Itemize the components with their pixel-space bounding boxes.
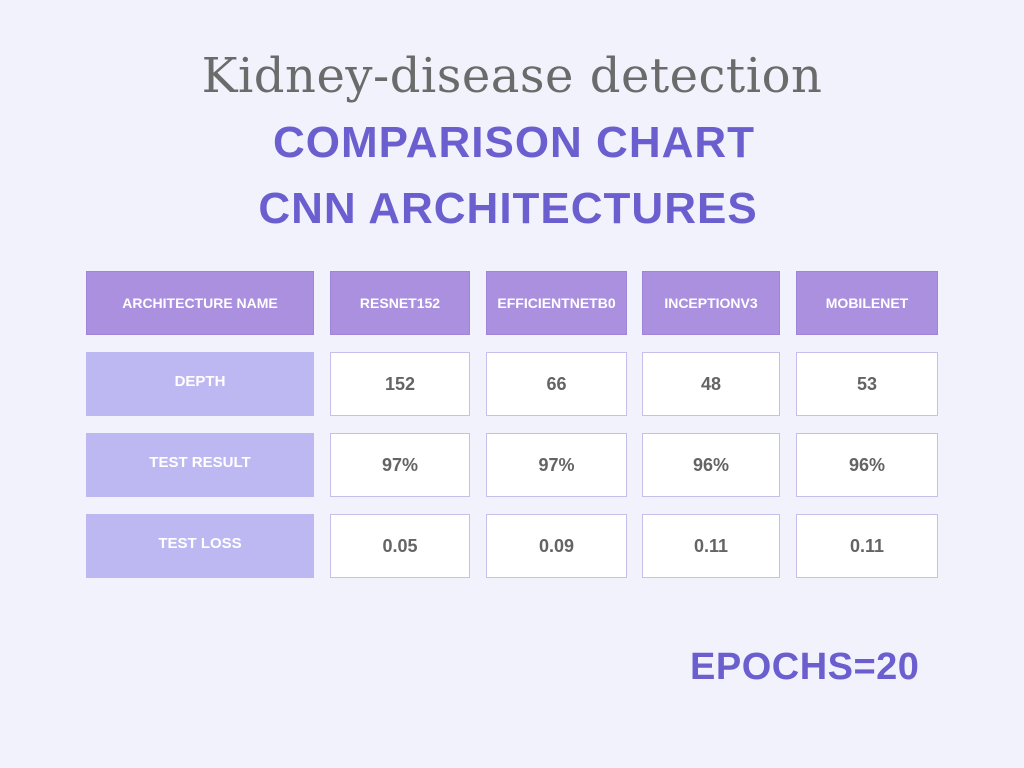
table-corner-header: ARCHITECTURE NAME	[86, 271, 314, 335]
subtitle-comparison-chart: COMPARISON CHART	[272, 118, 756, 167]
cell-test-result-inceptionv3: 96%	[642, 433, 780, 497]
subtitle-cnn-architectures: CNN ARCHITECTURES	[258, 184, 758, 233]
epochs-note: EPOCHS=20	[690, 646, 920, 688]
column-header-resnet152: RESNET152	[330, 271, 470, 335]
row-label-depth: DEPTH	[86, 352, 314, 416]
cell-test-result-mobilenet: 96%	[796, 433, 938, 497]
row-label-test-result: TEST RESULT	[86, 433, 314, 497]
page-title: Kidney-disease detection	[201, 48, 823, 104]
cell-depth-mobilenet: 53	[796, 352, 938, 416]
cell-depth-inceptionv3: 48	[642, 352, 780, 416]
cell-test-loss-efficientnetb0: 0.09	[486, 514, 627, 578]
cell-test-result-resnet152: 97%	[330, 433, 470, 497]
cell-test-loss-inceptionv3: 0.11	[642, 514, 780, 578]
cell-test-result-efficientnetb0: 97%	[486, 433, 627, 497]
row-label-test-loss: TEST LOSS	[86, 514, 314, 578]
column-header-inceptionv3: INCEPTIONV3	[642, 271, 780, 335]
column-header-efficientnetb0: EFFICIENTNETB0	[486, 271, 627, 335]
cell-test-loss-mobilenet: 0.11	[796, 514, 938, 578]
cell-depth-resnet152: 152	[330, 352, 470, 416]
column-header-mobilenet: MOBILENET	[796, 271, 938, 335]
cell-test-loss-resnet152: 0.05	[330, 514, 470, 578]
cell-depth-efficientnetb0: 66	[486, 352, 627, 416]
